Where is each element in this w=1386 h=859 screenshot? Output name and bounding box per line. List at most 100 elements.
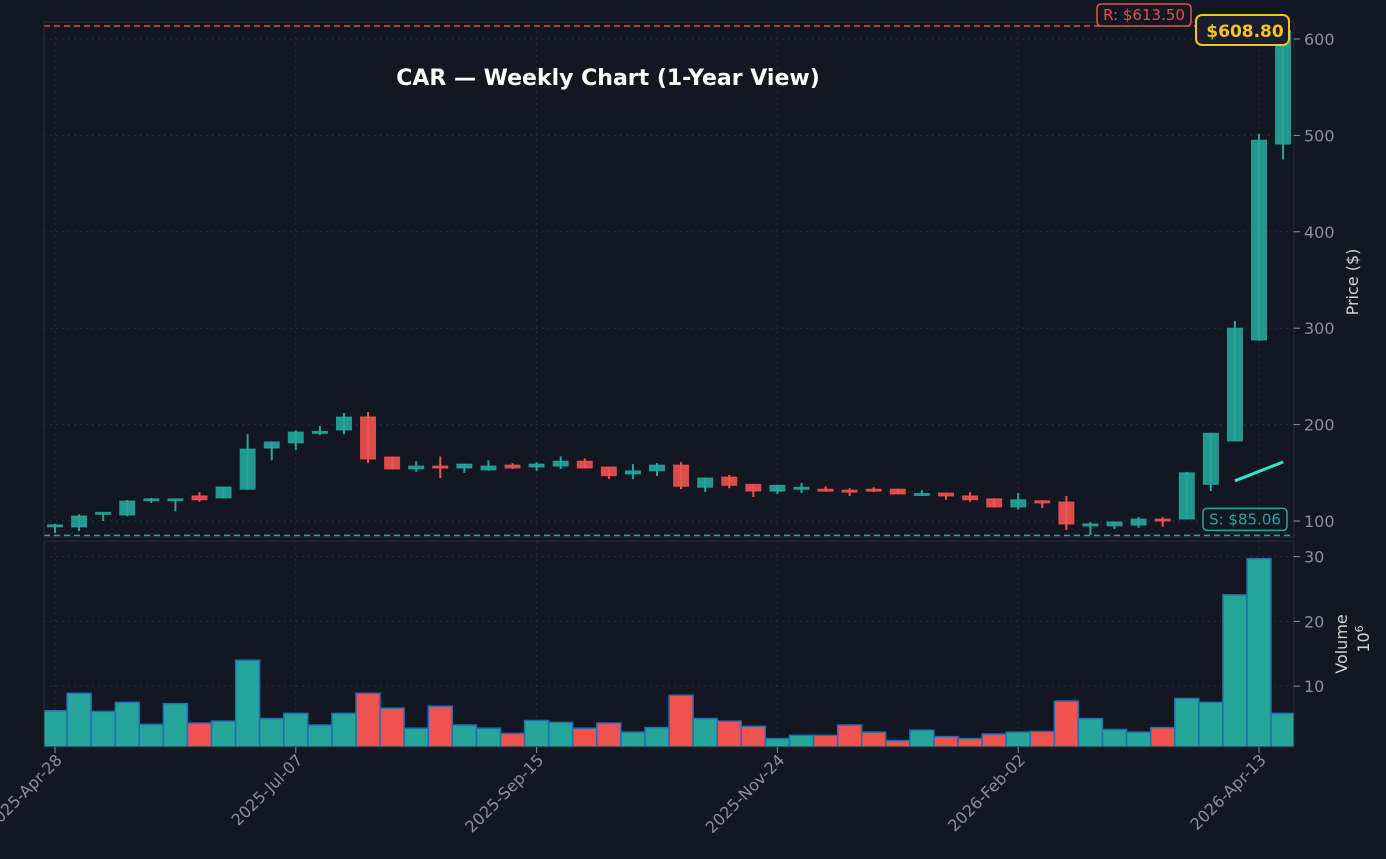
volume-bar: [981, 733, 1007, 747]
candle-body: [408, 465, 425, 470]
volume-bar: [66, 692, 92, 747]
candle-body: [624, 470, 641, 475]
volume-bar: [812, 734, 839, 747]
candle-body: [769, 484, 786, 492]
candle-body: [456, 463, 473, 469]
price-panel: [47, 25, 1292, 535]
volume-bar: [90, 710, 116, 747]
volume-bar: [957, 737, 983, 747]
candle-body: [913, 493, 930, 497]
candle-body: [384, 456, 401, 470]
volume-bar: [885, 739, 911, 747]
candle-body: [360, 416, 377, 460]
volume-bar: [547, 721, 574, 747]
volume-bar: [692, 717, 718, 747]
candle-body: [1154, 518, 1171, 522]
volume-tick-label: 20: [1304, 612, 1324, 631]
candle-body: [1275, 29, 1292, 145]
price-axis-label: Price ($): [1343, 249, 1362, 316]
candle-body: [432, 465, 449, 469]
candle-body: [1106, 521, 1123, 527]
volume-bar: [1149, 726, 1176, 747]
candle-body: [649, 464, 665, 472]
volume-bar: [331, 712, 357, 747]
last-price-label-box: [1195, 14, 1290, 46]
volume-bar: [499, 732, 526, 747]
price-tick-label: 100: [1304, 512, 1335, 531]
volume-bar: [403, 727, 429, 747]
volume-bar: [379, 707, 405, 747]
volume-bar: [716, 720, 742, 747]
axes: 100 200 300 400 500 600 10 20 30 2025-Apr-28 2025-…: [0, 21, 1335, 837]
volume-bar: [668, 694, 694, 747]
volume-bar: [1053, 700, 1080, 747]
candle-body: [1202, 432, 1219, 485]
candle-body: [962, 495, 979, 501]
candle-body: [1034, 500, 1051, 504]
candle-body: [1178, 472, 1195, 520]
candle-body: [600, 466, 617, 477]
volume-bar: [427, 705, 454, 747]
candle-body: [215, 486, 232, 499]
volume-bar: [138, 723, 165, 747]
volume-bar: [234, 659, 261, 747]
x-tick-label: 2026-Feb-02: [944, 750, 1029, 835]
support-label: S: $85.06: [1209, 510, 1281, 528]
price-tick-label: 200: [1304, 416, 1335, 435]
candle-body: [793, 486, 810, 490]
volume-multiplier: 106: [1353, 625, 1373, 652]
candle-body: [263, 441, 280, 449]
volume-bar: [44, 709, 68, 747]
candle-body: [504, 464, 521, 469]
candle-body: [1130, 518, 1147, 526]
volume-bar: [740, 725, 767, 747]
chart-title: CAR — Weekly Chart (1-Year View): [396, 66, 820, 91]
volume-bar: [572, 727, 598, 747]
volume-bar: [283, 712, 309, 747]
volume-bar: [860, 731, 887, 747]
volume-bar: [258, 717, 285, 747]
volume-bar: [1198, 701, 1224, 747]
price-panel-frame: [43, 21, 1295, 538]
candle-body: [1226, 327, 1243, 442]
candle-body: [1058, 501, 1075, 525]
volume-bar: [114, 701, 140, 747]
grid: [44, 25, 1294, 747]
volume-bar: [596, 722, 622, 747]
volume-bar: [788, 734, 815, 747]
price-tick-label: 400: [1304, 223, 1335, 242]
volume-bar: [307, 724, 333, 747]
candle-body: [673, 464, 690, 487]
volume-panel: [44, 557, 1294, 747]
volume-bar: [475, 727, 502, 747]
candle-body: [697, 477, 714, 488]
candle-body: [311, 430, 328, 434]
volume-bar: [1222, 594, 1248, 747]
candle-body: [576, 460, 593, 469]
volume-bar: [162, 702, 189, 747]
x-tick-label: 2025-Apr-28: [0, 750, 66, 833]
price-tick-label: 300: [1304, 319, 1335, 338]
candle-body: [889, 488, 906, 495]
volume-bar: [620, 731, 646, 747]
volume-bar: [836, 724, 863, 747]
volume-bar: [1246, 557, 1272, 747]
level-labels: S: $85.06 R: $613.50 $608.80: [1096, 3, 1290, 532]
candle-body: [528, 463, 545, 468]
candle-body: [1082, 523, 1099, 527]
candle-body: [841, 489, 858, 493]
price-tick-label: 600: [1304, 30, 1335, 49]
volume-bar: [1077, 717, 1104, 747]
volume-panel-frame: [43, 540, 1295, 748]
candle-body: [287, 431, 304, 444]
volume-bar: [523, 719, 550, 747]
volume-bar: [764, 737, 791, 747]
candle-body: [721, 476, 738, 486]
volume-bar: [451, 724, 478, 747]
candle-body: [119, 500, 136, 516]
x-tick-label: 2026-Apr-13: [1186, 750, 1269, 833]
price-tick-label: 500: [1304, 126, 1335, 145]
candle-body: [95, 511, 112, 515]
volume-bar: [210, 720, 237, 747]
volume-axis-label: Volume: [1332, 614, 1351, 674]
